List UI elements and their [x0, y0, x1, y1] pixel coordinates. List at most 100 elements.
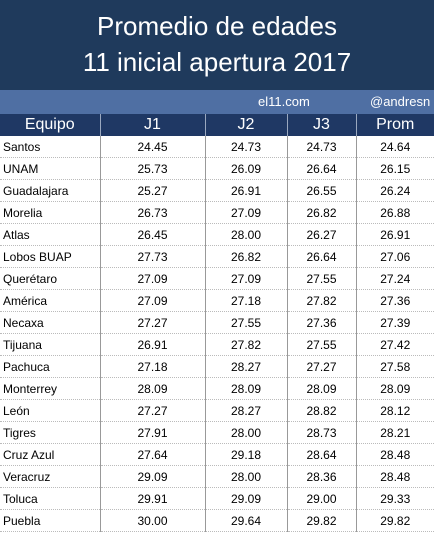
table-row: Santos 24.45 24.73 24.73 24.64: [0, 136, 434, 158]
subtitle: 11 inicial apertura 2017: [82, 47, 352, 77]
value-cell: 26.88: [355, 201, 434, 224]
value-cell: 29.33: [355, 487, 434, 510]
value-cell: 27.82: [286, 289, 356, 312]
value-cell: 27.18: [204, 289, 287, 312]
value-cell: 29.00: [286, 487, 356, 510]
header-row: Equipo J1 J2 J3 Prom: [0, 114, 434, 136]
value-cell: 28.00: [204, 465, 287, 488]
team-cell: Tijuana: [0, 333, 100, 356]
value-cell: 28.21: [355, 421, 434, 444]
handle: @andresn: [370, 94, 431, 109]
table-row: Cruz Azul 27.64 29.18 28.64 28.48: [0, 443, 434, 466]
value-cell: 28.27: [204, 355, 287, 378]
value-cell: 27.27: [99, 399, 205, 422]
value-cell: 29.09: [99, 465, 205, 488]
value-cell: 25.27: [99, 179, 205, 202]
value-cell: 27.39: [355, 311, 434, 334]
team-cell: Atlas: [0, 223, 100, 246]
value-cell: 27.27: [286, 355, 356, 378]
team-cell: Veracruz: [0, 465, 100, 488]
value-cell: 27.91: [99, 421, 205, 444]
value-cell: 26.27: [286, 223, 356, 246]
value-cell: 27.36: [286, 311, 356, 334]
value-cell: 27.24: [355, 267, 434, 290]
value-cell: 27.82: [204, 333, 287, 356]
team-cell: Pachuca: [0, 355, 100, 378]
value-cell: 26.64: [286, 245, 356, 268]
value-cell: 28.27: [204, 399, 287, 422]
value-cell: 24.64: [355, 136, 434, 158]
table-row: Veracruz 29.09 28.00 28.36 28.48: [0, 465, 434, 488]
column-header: J2: [204, 114, 287, 136]
value-cell: 26.09: [204, 157, 287, 180]
title: Promedio de edades: [97, 11, 337, 41]
value-cell: 28.82: [286, 399, 356, 422]
team-cell: Querétaro: [0, 267, 100, 290]
value-cell: 27.06: [355, 245, 434, 268]
value-cell: 27.55: [286, 333, 356, 356]
value-cell: 24.73: [286, 136, 356, 158]
title-banner: Promedio de edades 11 inicial apertura 2…: [0, 0, 434, 90]
value-cell: 26.15: [355, 157, 434, 180]
info-strip: el11.com @andresn: [0, 90, 434, 114]
value-cell: 29.82: [286, 509, 356, 532]
value-cell: 27.09: [204, 201, 287, 224]
table-row: Tijuana 26.91 27.82 27.55 27.42: [0, 333, 434, 356]
team-cell: León: [0, 399, 100, 422]
table-row: Guadalajara 25.27 26.91 26.55 26.24: [0, 179, 434, 202]
value-cell: 26.91: [99, 333, 205, 356]
value-cell: 29.18: [204, 443, 287, 466]
value-cell: 28.73: [286, 421, 356, 444]
team-cell: Toluca: [0, 487, 100, 510]
value-cell: 28.09: [99, 377, 205, 400]
value-cell: 27.55: [286, 267, 356, 290]
value-cell: 24.73: [204, 136, 287, 158]
column-header: J3: [286, 114, 356, 136]
value-cell: 29.64: [204, 509, 287, 532]
table: Equipo J1 J2 J3 Prom Santos 24.45 24.73 24.73 24…: [0, 114, 434, 532]
team-cell: Santos: [0, 136, 100, 158]
table-row: Pachuca 27.18 28.27 27.27 27.58: [0, 355, 434, 378]
value-cell: 28.00: [204, 223, 287, 246]
column-header: Prom: [355, 114, 434, 136]
table-body: Santos 24.45 24.73 24.73 24.64 UNAM 25.73 26.09…: [0, 136, 434, 532]
table-row: Necaxa 27.27 27.55 27.36 27.39: [0, 311, 434, 334]
column-header: J1: [99, 114, 205, 136]
team-cell: Tigres: [0, 421, 100, 444]
value-cell: 25.73: [99, 157, 205, 180]
value-cell: 28.09: [355, 377, 434, 400]
value-cell: 28.00: [204, 421, 287, 444]
team-cell: UNAM: [0, 157, 100, 180]
table-row: Querétaro 27.09 27.09 27.55 27.24: [0, 267, 434, 290]
table-row: Toluca 29.91 29.09 29.00 29.33: [0, 487, 434, 510]
value-cell: 28.09: [204, 377, 287, 400]
team-cell: Guadalajara: [0, 179, 100, 202]
value-cell: 27.73: [99, 245, 205, 268]
value-cell: 27.36: [355, 289, 434, 312]
value-cell: 30.00: [99, 509, 205, 532]
value-cell: 28.48: [355, 465, 434, 488]
value-cell: 27.09: [204, 267, 287, 290]
value-cell: 27.58: [355, 355, 434, 378]
table-row: UNAM 25.73 26.09 26.64 26.15: [0, 157, 434, 180]
value-cell: 26.73: [99, 201, 205, 224]
table-row: Puebla 30.00 29.64 29.82 29.82: [0, 509, 434, 532]
value-cell: 28.36: [286, 465, 356, 488]
team-cell: América: [0, 289, 100, 312]
value-cell: 26.82: [204, 245, 287, 268]
table-row: Morelia 26.73 27.09 26.82 26.88: [0, 201, 434, 224]
table-row: Tigres 27.91 28.00 28.73 28.21: [0, 421, 434, 444]
value-cell: 26.91: [204, 179, 287, 202]
table-row: León 27.27 28.27 28.82 28.12: [0, 399, 434, 422]
site: el11.com: [258, 94, 310, 109]
value-cell: 26.91: [355, 223, 434, 246]
value-cell: 27.42: [355, 333, 434, 356]
value-cell: 27.55: [204, 311, 287, 334]
value-cell: 26.55: [286, 179, 356, 202]
value-cell: 27.09: [99, 289, 205, 312]
value-cell: 28.09: [286, 377, 356, 400]
value-cell: 28.48: [355, 443, 434, 466]
table-row: Monterrey 28.09 28.09 28.09 28.09: [0, 377, 434, 400]
team-cell: Cruz Azul: [0, 443, 100, 466]
